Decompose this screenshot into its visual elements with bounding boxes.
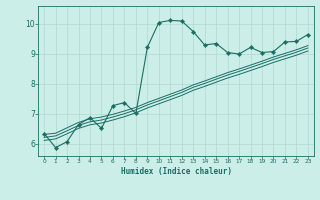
X-axis label: Humidex (Indice chaleur): Humidex (Indice chaleur) [121, 167, 231, 176]
